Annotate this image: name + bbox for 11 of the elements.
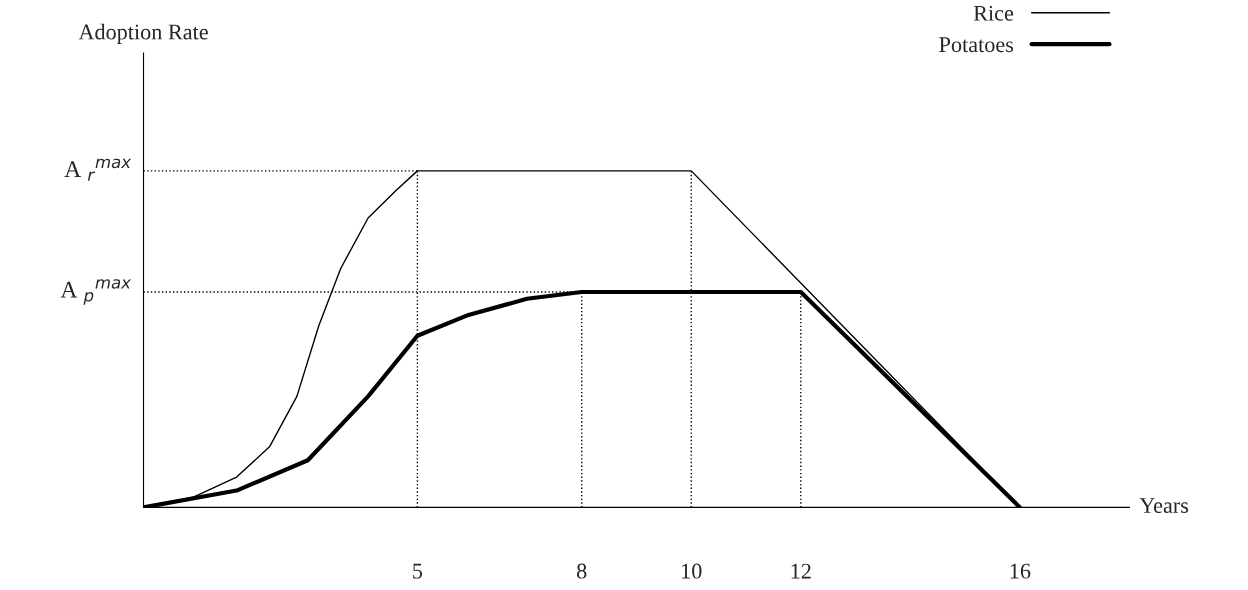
x-tick-label: 10: [682, 563, 702, 579]
legend-label: Potatoes: [939, 37, 1014, 53]
x-tick-label: 5: [413, 563, 423, 579]
ref-line-label: A $_{p}$$^{max}$: [60, 279, 132, 305]
text: Adoption Rate: [78, 23, 208, 45]
legend-label: Rice: [973, 5, 1014, 21]
x-tick-label: 16: [1010, 563, 1031, 579]
ref-line-label: A $_{r}$$^{max}$: [64, 158, 132, 181]
x-axis-title: Years: [1139, 498, 1189, 513]
x-tick-label: 8: [577, 563, 587, 579]
x-tick-label: 12: [791, 563, 811, 579]
